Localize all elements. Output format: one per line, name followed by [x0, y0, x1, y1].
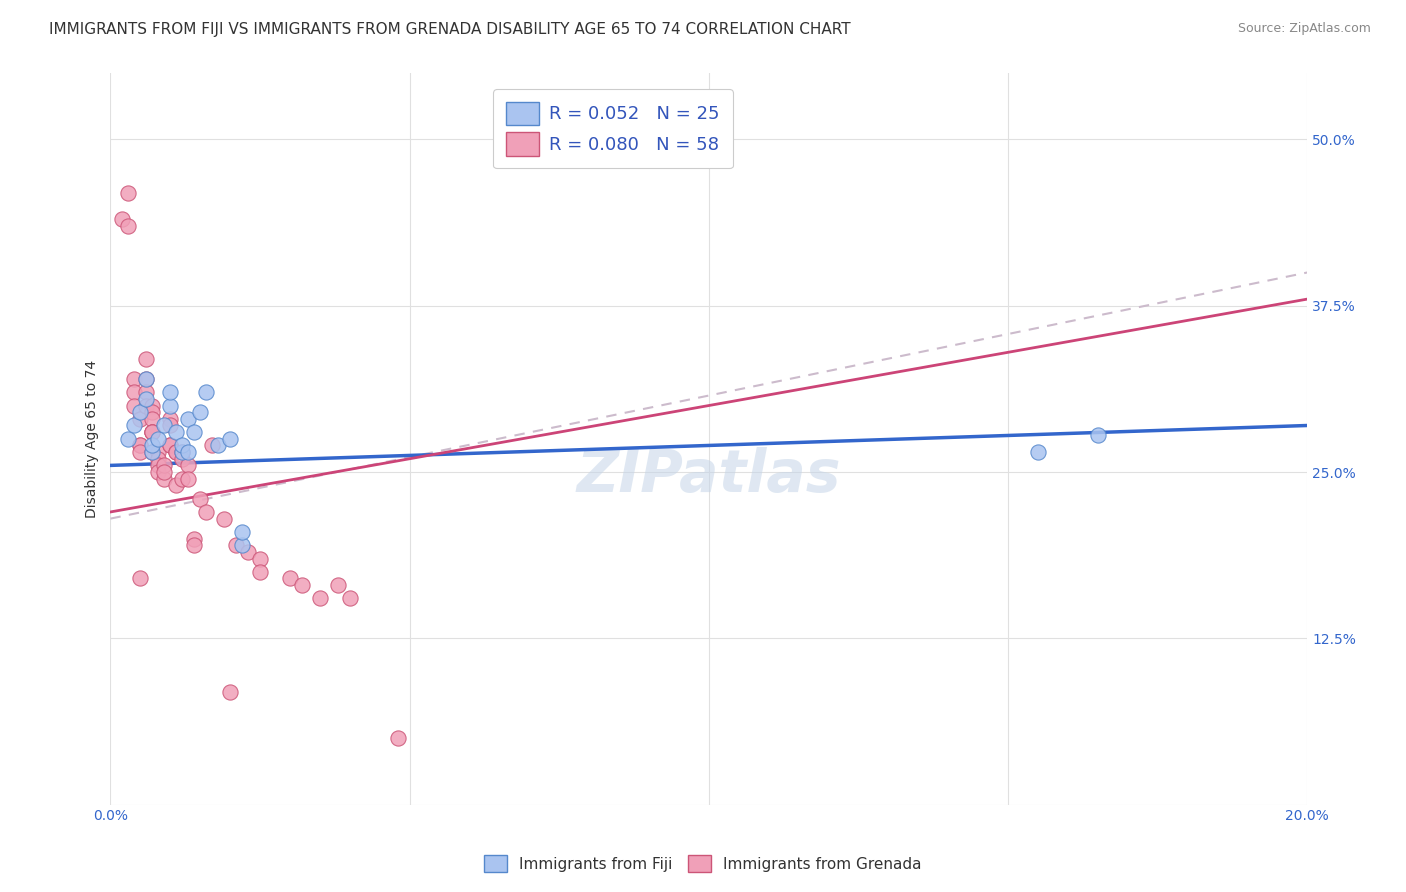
Point [117, 219, 139, 233]
Point [219, 684, 242, 698]
Point [195, 385, 218, 400]
Point [339, 591, 361, 606]
Point [177, 412, 200, 426]
Legend: Immigrants from Fiji, Immigrants from Grenada: Immigrants from Fiji, Immigrants from Gr… [477, 847, 929, 880]
Point [148, 451, 170, 466]
Point [159, 438, 181, 452]
Point [1087, 427, 1109, 442]
Point [135, 399, 157, 413]
Point [165, 445, 187, 459]
Text: IMMIGRANTS FROM FIJI VS IMMIGRANTS FROM GRENADA DISABILITY AGE 65 TO 74 CORRELAT: IMMIGRANTS FROM FIJI VS IMMIGRANTS FROM … [49, 22, 851, 37]
Point [201, 438, 224, 452]
Point [195, 505, 218, 519]
Point [141, 399, 163, 413]
Point [141, 425, 163, 439]
Point [326, 578, 349, 592]
Point [188, 405, 211, 419]
Point [172, 445, 194, 459]
Point [135, 372, 157, 386]
Point [308, 591, 330, 606]
Point [159, 418, 181, 433]
Point [165, 425, 187, 439]
Point [129, 438, 152, 452]
Point [148, 445, 170, 459]
Text: ZIPatlas: ZIPatlas [576, 447, 841, 504]
Point [231, 538, 253, 552]
Point [183, 532, 205, 546]
Point [135, 385, 157, 400]
Point [183, 538, 205, 552]
Point [141, 425, 163, 439]
Point [231, 524, 253, 539]
Point [129, 572, 152, 586]
Point [159, 438, 181, 452]
Point [141, 445, 163, 459]
Point [111, 212, 134, 227]
Point [124, 372, 146, 386]
Point [1026, 445, 1049, 459]
Point [141, 412, 163, 426]
Legend: R = 0.052   N = 25, R = 0.080   N = 58: R = 0.052 N = 25, R = 0.080 N = 58 [494, 89, 733, 169]
Point [219, 432, 242, 446]
Point [148, 432, 170, 446]
Point [141, 425, 163, 439]
Point [249, 565, 271, 579]
Point [141, 445, 163, 459]
Point [172, 438, 194, 452]
Point [172, 472, 194, 486]
Point [129, 438, 152, 452]
Point [141, 438, 163, 452]
Point [124, 418, 146, 433]
Point [188, 491, 211, 506]
Point [135, 351, 157, 366]
Point [159, 399, 181, 413]
Point [148, 458, 170, 473]
Point [153, 418, 176, 433]
Point [172, 445, 194, 459]
Point [141, 405, 163, 419]
Point [153, 472, 176, 486]
Point [278, 572, 301, 586]
Point [159, 412, 181, 426]
Point [225, 538, 247, 552]
Point [291, 578, 314, 592]
Point [135, 392, 157, 406]
Point [159, 385, 181, 400]
Point [129, 412, 152, 426]
Point [153, 458, 176, 473]
Point [148, 465, 170, 479]
Point [172, 451, 194, 466]
Point [117, 432, 139, 446]
Point [124, 385, 146, 400]
Point [135, 372, 157, 386]
Point [129, 445, 152, 459]
Point [124, 399, 146, 413]
Point [117, 186, 139, 200]
Point [183, 425, 205, 439]
Y-axis label: Disability Age 65 to 74: Disability Age 65 to 74 [86, 359, 100, 518]
Point [177, 458, 200, 473]
Point [177, 472, 200, 486]
Point [129, 405, 152, 419]
Point [165, 445, 187, 459]
Point [249, 551, 271, 566]
Point [207, 438, 229, 452]
Point [177, 445, 200, 459]
Point [165, 478, 187, 492]
Point [387, 731, 409, 745]
Point [236, 545, 259, 559]
Text: Source: ZipAtlas.com: Source: ZipAtlas.com [1237, 22, 1371, 36]
Point [212, 511, 235, 525]
Point [153, 465, 176, 479]
